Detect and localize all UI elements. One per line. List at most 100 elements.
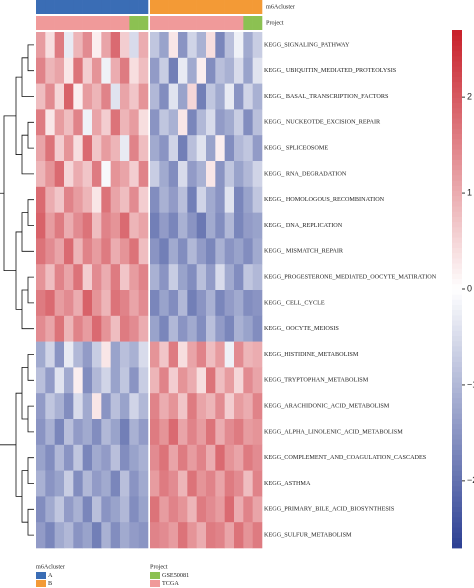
heatmap-cell	[82, 264, 93, 291]
legend-title: m6Acluster	[36, 563, 65, 570]
row-label: KEGG_TRYPTOPHAN_METABOLISM	[264, 377, 369, 384]
annotation-cell	[45, 0, 55, 14]
heatmap-cell	[92, 109, 102, 136]
colorbar-segment	[452, 273, 462, 280]
heatmap-cell	[138, 264, 149, 291]
heatmap-cell	[206, 470, 216, 497]
annotation-cell	[178, 0, 188, 14]
heatmap-cell	[138, 161, 149, 188]
heatmap-cell	[252, 32, 263, 59]
heatmap-cell	[101, 470, 111, 497]
annotation-cell	[54, 16, 65, 30]
heatmap-cell	[159, 470, 169, 497]
heatmap-cell	[234, 264, 244, 291]
heatmap-cell	[234, 393, 244, 420]
heatmap-cell	[150, 57, 160, 84]
heatmap-cell	[224, 83, 235, 110]
heatmap-cell	[92, 290, 102, 317]
heatmap-cell	[73, 444, 83, 471]
heatmap-cell	[215, 393, 225, 420]
colorbar-segment	[452, 216, 462, 223]
heatmap-cell	[138, 32, 149, 59]
heatmap-cell	[64, 393, 74, 420]
colorbar-segment	[452, 133, 462, 140]
heatmap-cell	[243, 161, 253, 188]
colorbar-segment	[452, 55, 462, 62]
row-label: KEGG_ OOCYTE_MEIOSIS	[264, 325, 339, 332]
colorbar-segment	[452, 309, 462, 316]
row-label: KEGG_ DNA_REPLICATION	[264, 222, 343, 229]
annotation-cell	[138, 0, 149, 14]
colorbar-segment	[452, 263, 462, 269]
heatmap-cell	[150, 32, 160, 59]
legend-swatch	[150, 580, 160, 587]
heatmap-cell	[168, 367, 179, 394]
heatmap-cell	[187, 238, 197, 265]
heatmap-cell	[196, 161, 207, 188]
heatmap-cell	[178, 57, 188, 84]
heatmap-cell	[178, 444, 188, 471]
heatmap-cell	[138, 393, 149, 420]
heatmap-cell	[64, 496, 74, 523]
heatmap-cell	[234, 135, 244, 162]
heatmap-cell	[129, 109, 139, 136]
colorbar-segment	[452, 454, 462, 461]
heatmap-cell	[206, 496, 216, 523]
heatmap-cell	[215, 32, 225, 59]
heatmap-cell	[36, 290, 46, 317]
annotation-cell	[110, 0, 121, 14]
heatmap-cell	[224, 32, 235, 59]
heatmap-cell	[138, 135, 149, 162]
heatmap-cell	[64, 238, 74, 265]
heatmap-cell	[206, 444, 216, 471]
annotation-cell	[138, 16, 149, 30]
heatmap-cell	[73, 419, 83, 446]
row-label: KEGG_PRIMARY_BILE_ACID_BIOSYNTHESIS	[264, 506, 395, 513]
heatmap-cell	[129, 83, 139, 110]
colorbar-label: 0	[467, 283, 472, 293]
heatmap-cell	[252, 444, 263, 471]
heatmap-cell	[36, 393, 46, 420]
heatmap-cell	[178, 109, 188, 136]
heatmap-cell	[159, 161, 169, 188]
heatmap-cell	[224, 444, 235, 471]
row-label: KEGG_ALPHA_LINOLENIC_ACID_METABOLISM	[264, 428, 403, 435]
heatmap-cell	[82, 496, 93, 523]
heatmap-cell	[120, 186, 130, 213]
heatmap-cell	[206, 393, 216, 420]
heatmap-cell	[234, 419, 244, 446]
heatmap-cell	[120, 264, 130, 291]
heatmap-cell	[206, 32, 216, 59]
heatmap-cell	[73, 522, 83, 549]
colorbar-segment	[452, 149, 462, 155]
heatmap-cell	[159, 290, 169, 317]
heatmap-cell	[54, 161, 65, 188]
heatmap-cell	[234, 290, 244, 317]
heatmap-cell	[187, 290, 197, 317]
heatmap-cell	[101, 238, 111, 265]
heatmap-cell	[150, 496, 160, 523]
heatmap-cell	[138, 522, 149, 549]
heatmap-cell	[234, 315, 244, 342]
colorbar-segment	[452, 501, 462, 507]
annotation-cell	[159, 0, 169, 14]
colorbar-segment	[452, 92, 462, 98]
heatmap-cell	[159, 522, 169, 549]
colorbar-segment	[452, 361, 462, 368]
colorbar-segment	[452, 413, 462, 419]
heatmap-cell	[73, 264, 83, 291]
colorbar-segment	[452, 480, 462, 487]
heatmap-cell	[82, 341, 93, 368]
heatmap-cell	[101, 83, 111, 110]
heatmap-cell	[73, 186, 83, 213]
heatmap-cell	[138, 83, 149, 110]
heatmap-cell	[36, 496, 46, 523]
heatmap-cell	[92, 135, 102, 162]
heatmap-cell	[215, 444, 225, 471]
heatmap-cell	[252, 470, 263, 497]
colorbar-segment	[452, 397, 462, 404]
annotation-cell	[101, 0, 111, 14]
annotation-cell	[168, 16, 179, 30]
heatmap-cell	[215, 522, 225, 549]
colorbar-segment	[452, 112, 462, 119]
